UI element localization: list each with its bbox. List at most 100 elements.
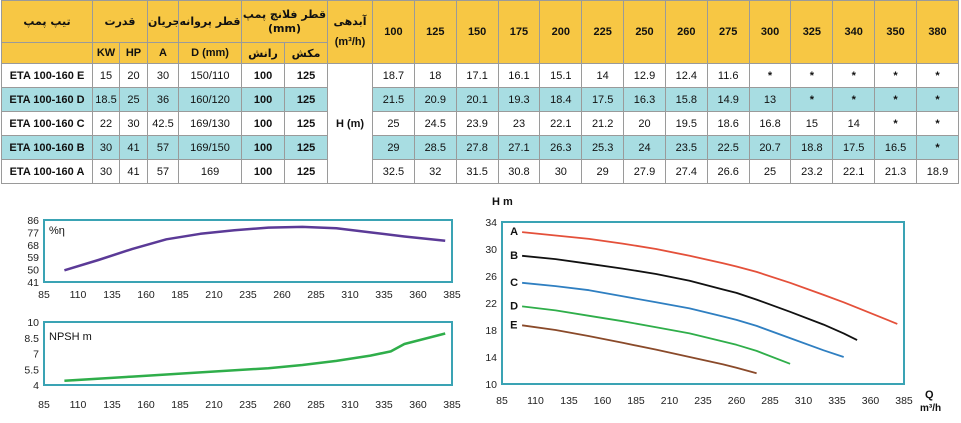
head-value-cell: 16.1: [497, 63, 541, 88]
hp-cell: 30: [118, 111, 149, 136]
impeller-cell: 169: [178, 159, 243, 184]
impeller-cell: 169/150: [178, 135, 243, 160]
y-tick-label: 50: [27, 265, 39, 277]
head-value-cell: 21.3: [874, 159, 917, 184]
flow-col-275: 275: [706, 0, 750, 64]
header-current: جریان: [147, 0, 180, 43]
head-value-cell: 23.5: [664, 135, 708, 160]
head-value-cell: *: [790, 63, 834, 88]
head-value-cell: *: [832, 87, 876, 112]
x-tick-label: 385: [895, 395, 913, 407]
discharge-cell: 100: [241, 135, 286, 160]
hp-cell: 20: [118, 63, 149, 88]
head-value-cell: 14: [581, 63, 625, 88]
head-value-cell: 19.3: [497, 87, 541, 112]
series-label: E: [510, 319, 517, 331]
head-value-cell: 30.8: [497, 159, 541, 184]
head-value-cell: 18.6: [706, 111, 750, 136]
head-value-cell: 25.3: [581, 135, 625, 160]
amp-cell: 57: [147, 135, 180, 160]
header-suction: مکش: [284, 42, 329, 64]
head-value-cell: 22.1: [539, 111, 583, 136]
efficiency-chart: 85 110 135 160 185 210 235 260 285 310 335 360 385 86…: [0, 212, 470, 307]
flow-col-175: 175: [497, 0, 541, 64]
head-value-cell: 20: [623, 111, 666, 136]
series-line-D: [521, 305, 791, 365]
y-tick-label: 5.5: [24, 364, 39, 376]
head-label-cell: H (m): [327, 63, 374, 184]
head-value-cell: 29: [581, 159, 625, 184]
x-tick-label: 260: [273, 289, 291, 301]
table-row: ETA 100-160 D 18.5 25 36 160/120 100 125 21.5 20…: [1, 87, 960, 112]
head-value-cell: 19.5: [664, 111, 708, 136]
pump-model-cell: ETA 100-160 B: [1, 135, 93, 160]
pump-model-cell: ETA 100-160 E: [1, 63, 93, 88]
head-value-cell: 12.4: [664, 63, 708, 88]
header-d-mm: D (mm): [178, 42, 243, 64]
head-value-cell: 18.9: [915, 159, 960, 184]
header-flow: آبدهی (m³/h): [327, 0, 374, 64]
discharge-cell: 100: [241, 63, 286, 88]
kw-cell: 18.5: [92, 87, 120, 112]
header-hp: HP: [118, 42, 149, 64]
head-chart-svg: 85 110 135 160 185 210 235 260 285 310 335 360 385 34…: [485, 196, 941, 414]
x-tick-label: 210: [661, 395, 679, 407]
head-value-cell: 11.6: [706, 63, 750, 88]
y-tick-label: 8.5: [24, 333, 39, 345]
head-value-cell: 31.5: [455, 159, 499, 184]
header-blank: [1, 42, 93, 64]
x-tick-label: 335: [828, 395, 846, 407]
y-tick-label: 59: [27, 252, 39, 264]
hp-cell: 25: [118, 87, 149, 112]
head-value-cell: 22.1: [832, 159, 876, 184]
amp-cell: 42.5: [147, 111, 180, 136]
suction-cell: 125: [284, 159, 329, 184]
y-axis-label: NPSH m: [49, 331, 92, 343]
head-value-cell: 27.4: [664, 159, 708, 184]
y-tick-label: 86: [27, 215, 39, 227]
table-row: ETA 100-160 A 30 41 57 169 100 125 32.5 32 31.5 30…: [1, 159, 960, 184]
x-tick-label: 85: [38, 289, 50, 301]
npsh-chart: 85 110 135 160 185 210 235 260 285 310 335 360 385 10…: [0, 312, 470, 418]
flow-col-250: 250: [623, 0, 666, 64]
kw-cell: 30: [92, 135, 120, 160]
head-value-cell: *: [874, 63, 917, 88]
head-value-cell: 16.3: [623, 87, 666, 112]
head-value-cell: 15: [790, 111, 834, 136]
head-value-cell: 27.8: [455, 135, 499, 160]
head-value-cell: 15.8: [664, 87, 708, 112]
x-tick-label: 310: [341, 289, 359, 301]
y-tick-label: 30: [485, 244, 497, 256]
x-tick-label: 335: [375, 399, 393, 411]
head-value-cell: 23.2: [790, 159, 834, 184]
x-tick-label: 385: [443, 289, 461, 301]
kw-cell: 30: [92, 159, 120, 184]
head-value-cell: 26.3: [539, 135, 583, 160]
head-value-cell: 14: [832, 111, 876, 136]
header-flange-diameter: قطر فلانچ پمپ (mm): [241, 0, 329, 43]
pump-model-cell: ETA 100-160 D: [1, 87, 93, 112]
x-tick-label: 185: [627, 395, 645, 407]
flow-col-225: 225: [581, 0, 625, 64]
head-value-cell: 21.2: [581, 111, 625, 136]
flow-col-100: 100: [372, 0, 415, 64]
y-tick-label: 41: [27, 277, 39, 289]
x-tick-label: 310: [795, 395, 813, 407]
series-label: A: [510, 226, 518, 238]
npsh-chart-svg: 85 110 135 160 185 210 235 260 285 310 335 360 385 10…: [24, 317, 461, 411]
head-value-cell: *: [832, 63, 876, 88]
head-value-cell: 26.6: [706, 159, 750, 184]
head-value-cell: 18.7: [372, 63, 415, 88]
series-line-E: [521, 324, 757, 375]
efficiency-chart-svg: 85 110 135 160 185 210 235 260 285 310 335 360 385 86…: [27, 215, 461, 301]
flow-col-325: 325: [790, 0, 834, 64]
y-tick-label: 77: [27, 227, 39, 239]
header-amp: A: [147, 42, 180, 64]
pump-spec-table: تیپ پمپ قدرت جریان قطر پروانه قطر فلانچ …: [1, 0, 960, 184]
flow-col-380: 380: [915, 0, 960, 64]
x-tick-label: 335: [375, 289, 393, 301]
series-label: B: [510, 250, 518, 262]
head-value-cell: 27.9: [623, 159, 666, 184]
x-tick-label: 285: [307, 399, 325, 411]
head-value-cell: *: [874, 111, 917, 136]
